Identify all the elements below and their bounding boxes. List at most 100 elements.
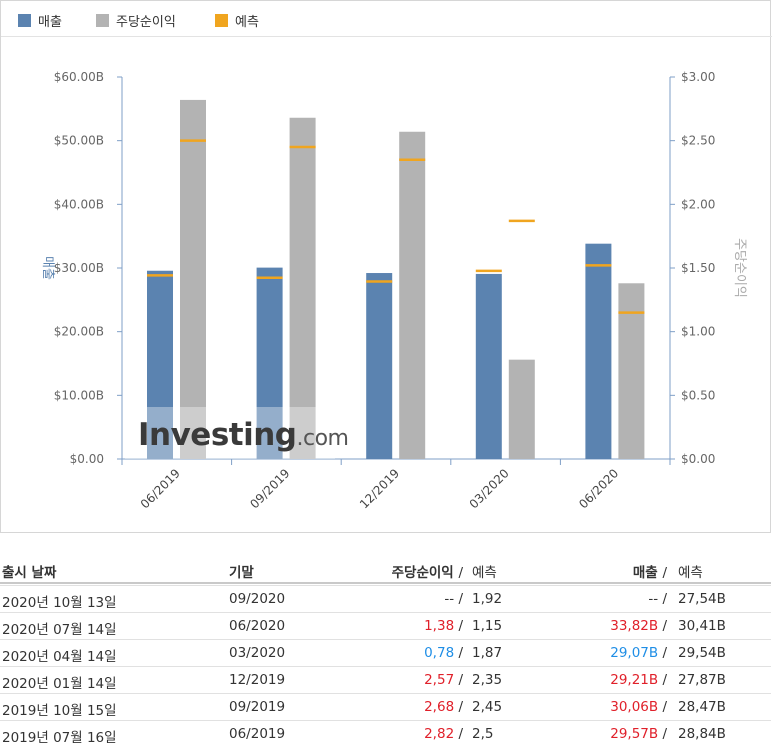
eps-actual-value: 2,57 xyxy=(424,672,455,688)
eps-separator: / xyxy=(454,645,463,661)
right-tick-label: $1.50 xyxy=(681,261,715,275)
release-date-cell: 2020년 07월 14일 xyxy=(2,622,117,638)
x-tick-label: 06/2019 xyxy=(138,466,183,511)
eps-forecast-cell: 2,45 xyxy=(472,699,503,715)
release-date-cell: 2019년 07월 16일 xyxy=(2,730,117,746)
release-date-cell: 2019년 10월 15일 xyxy=(2,703,117,719)
left-tick-label: $0.00 xyxy=(70,452,104,466)
eps-separator: / xyxy=(454,699,463,715)
legend-item-eps[interactable]: 주당순이익 xyxy=(96,11,176,30)
revenue-bar xyxy=(147,270,173,459)
revenue-actual-value: 29,07B xyxy=(610,645,659,661)
release-date-cell: 2020년 01월 14일 xyxy=(2,676,117,692)
eps-actual-value: 2,68 xyxy=(424,699,455,715)
revenue-actual-value: -- xyxy=(648,591,659,607)
table-header-row: 출시 날짜 기말 주당순이익 / 예측 매출 / 예측 xyxy=(0,556,771,584)
eps-actual-value: 1,38 xyxy=(424,618,455,634)
eps-actual-value: 2,82 xyxy=(424,726,455,742)
header-period-end[interactable]: 기말 xyxy=(229,565,254,581)
left-axis-title: 매출 xyxy=(40,256,55,280)
eps-separator: / xyxy=(454,672,463,688)
eps-separator: / xyxy=(454,591,463,607)
period-end-cell: 09/2019 xyxy=(229,699,286,715)
period-end-cell: 12/2019 xyxy=(229,672,286,688)
revenue-forecast-cell: 27,54B xyxy=(678,591,726,607)
investing-logo-watermark: Investing.com xyxy=(138,417,348,453)
eps-actual-cell: 0,78 / xyxy=(424,645,463,661)
right-tick-label: $2.00 xyxy=(681,197,715,211)
eps-actual-cell: 2,57 / xyxy=(424,672,463,688)
table-row: 2020년 01월 14일 12/2019 2,57 / 2,35 29,21B / 27… xyxy=(0,666,771,694)
table-row: 2020년 07월 14일 06/2020 1,38 / 1,15 33,82B / 30… xyxy=(0,612,771,640)
x-tick-label: 12/2019 xyxy=(357,466,402,511)
left-tick-label: $50.00B xyxy=(54,134,104,148)
eps-actual-value: 0,78 xyxy=(424,645,455,661)
revenue-bar xyxy=(475,273,502,459)
table-row: 2020년 10월 13일 09/2020 -- / 1,92 -- / 27,54B xyxy=(0,585,771,613)
eps-bar xyxy=(508,359,535,459)
eps-bar xyxy=(180,99,206,460)
header-divider xyxy=(0,582,771,584)
eps-forecast-cell: 1,87 xyxy=(472,645,503,661)
eps-swatch-icon xyxy=(96,14,109,27)
eps-actual-cell: 2,68 / xyxy=(424,699,463,715)
revenue-actual-cell: 33,82B / xyxy=(610,618,667,634)
left-tick-label: $10.00B xyxy=(54,388,104,402)
revenue-separator: / xyxy=(658,591,667,607)
left-tick-label: $30.00B xyxy=(54,261,104,275)
header-release-date[interactable]: 출시 날짜 xyxy=(2,565,57,581)
revenue-actual-value: 30,06B xyxy=(610,699,659,715)
revenue-forecast-cell: 29,54B xyxy=(678,645,726,661)
period-end-cell: 09/2020 xyxy=(229,591,286,607)
eps-actual-cell: -- / xyxy=(444,591,463,607)
legend-item-revenue[interactable]: 매출 xyxy=(18,11,62,30)
legend-label-eps: 주당순이익 xyxy=(116,15,176,30)
header-eps-label: 주당순이익 xyxy=(391,565,454,581)
logo-wordmark: Investing xyxy=(138,417,297,453)
revenue-actual-cell: -- / xyxy=(648,591,667,607)
header-revenue-forecast[interactable]: 예측 xyxy=(678,565,703,581)
eps-actual-cell: 2,82 / xyxy=(424,726,463,742)
eps-forecast-cell: 1,92 xyxy=(472,591,503,607)
revenue-separator: / xyxy=(658,645,667,661)
chart-plot: $0.00 $0.00 $10.00B $0.50 $20.00B $1.00 $30.00… xyxy=(40,70,747,511)
header-eps-forecast[interactable]: 예측 xyxy=(472,565,497,581)
header-eps-sep: / xyxy=(458,565,463,581)
table-row: 2019년 10월 15일 09/2019 2,68 / 2,45 30,06B / 28… xyxy=(0,693,771,721)
x-tick-label: 09/2019 xyxy=(247,466,292,511)
right-axis-title: 주당순이익 xyxy=(732,238,747,298)
legend-label-revenue: 매출 xyxy=(38,15,62,30)
period-end-cell: 06/2019 xyxy=(229,726,286,742)
x-tick-label: 06/2020 xyxy=(576,466,621,511)
eps-forecast-cell: 1,15 xyxy=(472,618,503,634)
period-end-cell: 06/2020 xyxy=(229,618,286,634)
header-revenue[interactable]: 매출 / xyxy=(633,561,667,581)
revenue-separator: / xyxy=(658,699,667,715)
revenue-forecast-cell: 28,47B xyxy=(678,699,726,715)
eps-bar xyxy=(618,283,645,459)
legend-item-forecast[interactable]: 예측 xyxy=(215,11,259,30)
earnings-chart-panel: 매출 주당순이익 예측 $0.00 $0.00 $10.00B $0.50 $20.00… xyxy=(0,0,772,533)
logo-domain: .com xyxy=(297,426,349,451)
right-tick-label: $3.00 xyxy=(681,70,715,84)
header-eps[interactable]: 주당순이익 / xyxy=(392,561,463,581)
revenue-separator: / xyxy=(658,672,667,688)
eps-forecast-cell: 2,35 xyxy=(472,672,503,688)
period-end-cell: 03/2020 xyxy=(229,645,286,661)
x-tick-label: 03/2020 xyxy=(467,466,512,511)
left-tick-label: $20.00B xyxy=(54,325,104,339)
revenue-actual-cell: 29,21B / xyxy=(610,672,667,688)
table-row: 2019년 07월 16일 06/2019 2,82 / 2,5 29,57B / 28,… xyxy=(0,720,771,748)
forecast-swatch-icon xyxy=(215,14,228,27)
eps-actual-cell: 1,38 / xyxy=(424,618,463,634)
right-tick-label: $0.50 xyxy=(681,388,715,402)
left-tick-label: $40.00B xyxy=(54,197,104,211)
right-tick-label: $0.00 xyxy=(681,452,715,466)
revenue-forecast-cell: 28,84B xyxy=(678,726,726,742)
chart-legend: 매출 주당순이익 예측 xyxy=(1,1,772,37)
right-tick-label: $1.00 xyxy=(681,325,715,339)
eps-separator: / xyxy=(454,726,463,742)
revenue-forecast-cell: 27,87B xyxy=(678,672,726,688)
left-tick-label: $60.00B xyxy=(54,70,104,84)
eps-bar xyxy=(399,131,426,459)
